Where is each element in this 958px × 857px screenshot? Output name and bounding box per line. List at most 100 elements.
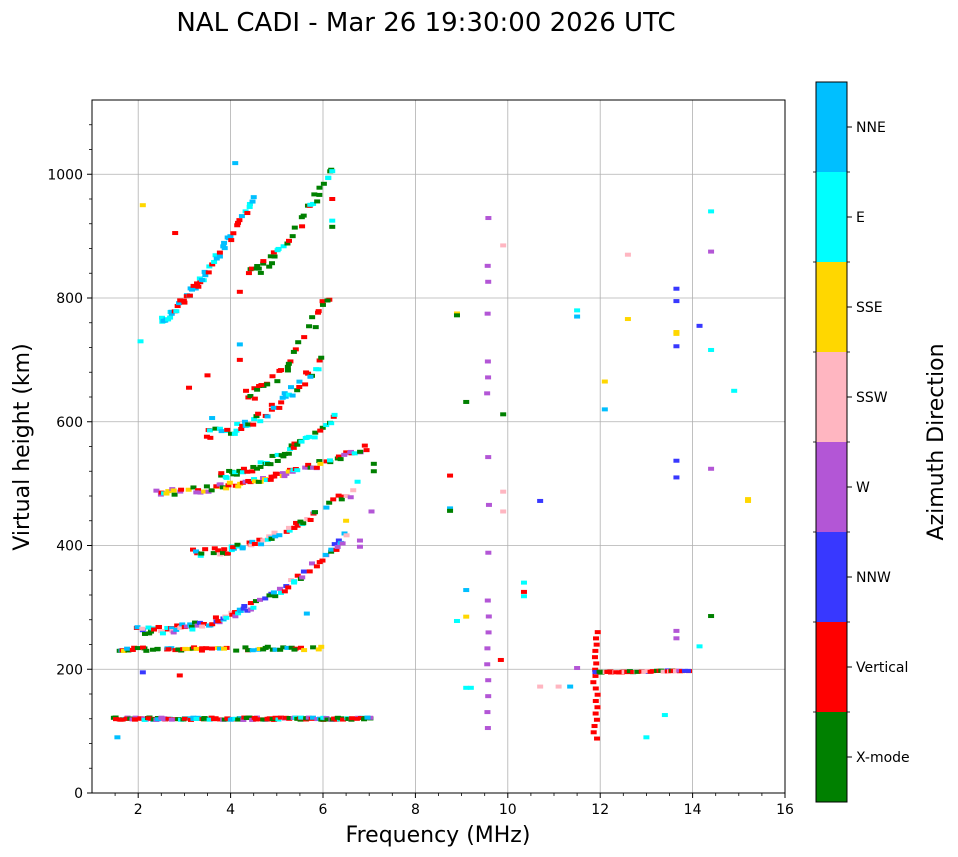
trace-point	[148, 629, 155, 634]
trace-point	[234, 542, 241, 547]
trace-point	[281, 589, 288, 594]
trace-point	[246, 201, 253, 206]
trace-point	[279, 471, 286, 476]
trace-point	[289, 234, 296, 239]
trace-point	[219, 485, 226, 490]
trace-point	[284, 645, 291, 650]
trace-point	[255, 479, 262, 484]
trace-point	[264, 717, 271, 722]
echo-point	[708, 466, 715, 471]
trace-point	[484, 726, 491, 731]
trace-point	[189, 627, 196, 632]
echo-point	[368, 509, 375, 514]
trace-point	[315, 367, 322, 372]
trace-point	[593, 717, 600, 722]
trace-point	[306, 434, 313, 439]
trace-point	[316, 185, 323, 190]
trace-point	[299, 224, 306, 229]
echo-point	[463, 685, 470, 690]
trace-point	[320, 181, 327, 186]
trace-point	[592, 670, 599, 675]
echo-point	[500, 489, 507, 494]
trace-point	[216, 250, 223, 255]
trace-point	[257, 597, 264, 602]
trace-point	[165, 716, 172, 721]
trace-point	[241, 419, 248, 424]
trace-point	[316, 358, 323, 363]
trace-point	[270, 590, 277, 595]
trace-point	[280, 645, 287, 650]
colorbar: X-mode Vertical NNW W SSW SSE E NNE	[813, 81, 910, 803]
trace-point	[155, 625, 162, 630]
trace-point	[592, 698, 599, 703]
trace-point	[224, 427, 231, 432]
trace-point	[322, 552, 329, 557]
trace-point	[242, 645, 249, 650]
x-tick-label: 8	[411, 802, 420, 818]
trace-point	[294, 442, 301, 447]
echo-point	[453, 618, 460, 623]
trace-point	[235, 611, 242, 616]
trace-point	[312, 325, 319, 330]
trace-point	[485, 502, 492, 507]
trace-point	[283, 471, 290, 476]
trace-point	[270, 405, 277, 410]
echo-point	[520, 594, 527, 599]
trace-point	[313, 564, 320, 569]
trace-point	[310, 465, 317, 470]
trace-point	[297, 645, 304, 650]
trace-point	[324, 298, 331, 303]
trace-point	[176, 301, 183, 306]
trace-point	[335, 454, 342, 459]
trace-point	[256, 646, 263, 651]
trace-point	[164, 625, 171, 630]
trace-point	[258, 383, 265, 388]
trace-point	[226, 468, 233, 473]
trace-point	[235, 484, 242, 489]
trace-point	[186, 647, 193, 652]
trace-point	[201, 489, 208, 494]
trace-point	[592, 667, 599, 672]
echo-point	[303, 611, 310, 616]
x-tick-label: 14	[684, 802, 702, 818]
trace-point	[185, 487, 192, 492]
colorbar-swatch	[816, 442, 847, 532]
trace-point	[235, 220, 242, 225]
trace-point	[343, 533, 350, 538]
trace-point	[252, 599, 259, 604]
trace-point	[245, 648, 252, 653]
trace-point	[334, 715, 341, 720]
trace-point	[233, 428, 240, 433]
trace-point	[298, 715, 305, 720]
echo-point	[204, 373, 211, 378]
trace-point	[264, 414, 271, 419]
trace-point	[311, 435, 318, 440]
trace-point	[183, 624, 190, 629]
trace-point	[202, 547, 209, 552]
trace-point	[158, 629, 165, 634]
trace-point	[268, 261, 275, 266]
trace-point	[285, 361, 292, 366]
trace-point	[213, 256, 220, 261]
trace-point	[121, 648, 128, 653]
trace-point	[294, 388, 301, 393]
trace-point	[249, 469, 256, 474]
trace-point	[294, 716, 301, 721]
trace-point	[218, 473, 225, 478]
trace-point	[484, 359, 491, 364]
trace-point	[309, 561, 316, 566]
trace-point	[338, 494, 345, 499]
trace-point	[233, 648, 240, 653]
trace-point	[254, 387, 261, 392]
trace-point	[254, 466, 261, 471]
trace-point	[298, 439, 305, 444]
data-marks	[110, 161, 752, 741]
trace-point	[257, 419, 264, 424]
trace-point	[317, 428, 324, 433]
trace-point	[177, 625, 184, 630]
trace-point	[244, 211, 251, 216]
trace-point	[634, 669, 641, 674]
echo-point	[329, 218, 336, 223]
trace-point	[269, 453, 276, 458]
trace-point	[276, 405, 283, 410]
